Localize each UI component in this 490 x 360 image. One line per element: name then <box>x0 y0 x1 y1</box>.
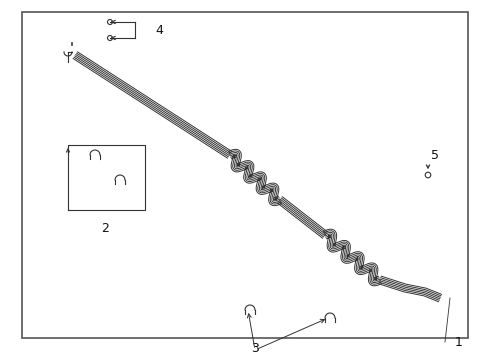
Text: 5: 5 <box>431 149 439 162</box>
Text: 2: 2 <box>101 222 109 235</box>
Text: 4: 4 <box>155 23 163 36</box>
Text: 1: 1 <box>455 336 463 348</box>
Text: 3: 3 <box>251 342 259 355</box>
